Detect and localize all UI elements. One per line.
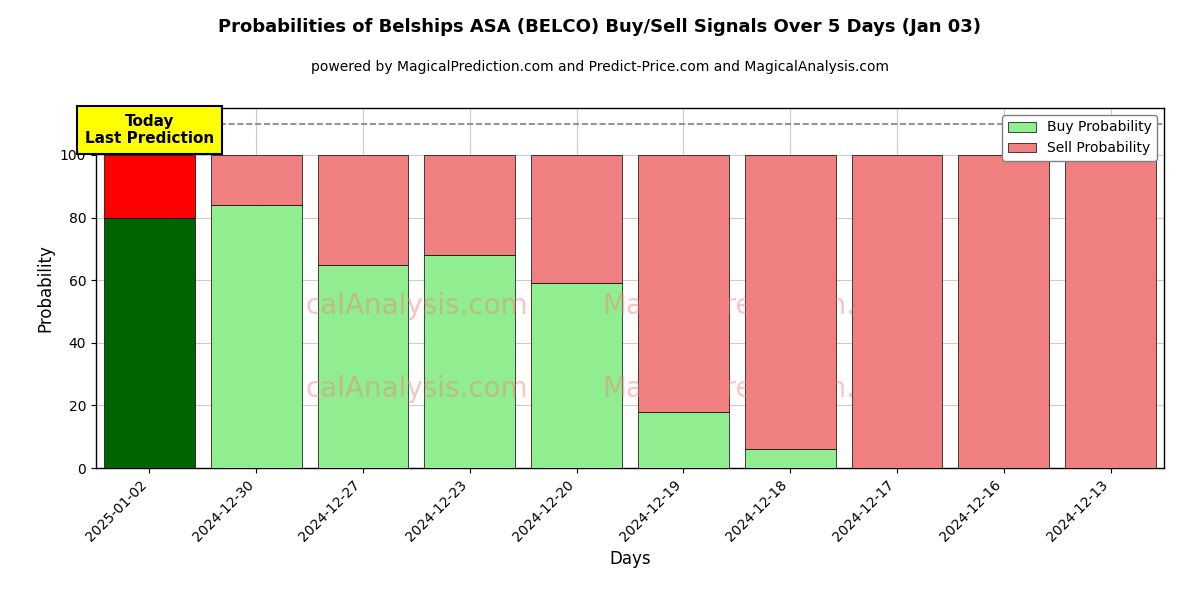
- Bar: [425, 255, 515, 468]
- Bar: [532, 283, 622, 468]
- Bar: [318, 265, 408, 468]
- Text: MagicalPrediction.com: MagicalPrediction.com: [602, 292, 914, 320]
- Y-axis label: Probability: Probability: [36, 244, 54, 332]
- Text: Today
Last Prediction: Today Last Prediction: [85, 114, 214, 146]
- Bar: [425, 155, 515, 255]
- Bar: [638, 155, 728, 412]
- Bar: [318, 155, 408, 265]
- Bar: [211, 205, 301, 468]
- Bar: [1066, 155, 1156, 468]
- Bar: [532, 155, 622, 283]
- Bar: [104, 155, 194, 218]
- Bar: [852, 155, 942, 468]
- Bar: [745, 155, 835, 449]
- Bar: [104, 218, 194, 468]
- Text: calAnalysis.com: calAnalysis.com: [305, 375, 528, 403]
- Text: Probabilities of Belships ASA (BELCO) Buy/Sell Signals Over 5 Days (Jan 03): Probabilities of Belships ASA (BELCO) Bu…: [218, 18, 982, 36]
- Text: powered by MagicalPrediction.com and Predict-Price.com and MagicalAnalysis.com: powered by MagicalPrediction.com and Pre…: [311, 60, 889, 74]
- Bar: [638, 412, 728, 468]
- Text: calAnalysis.com: calAnalysis.com: [305, 292, 528, 320]
- Legend: Buy Probability, Sell Probability: Buy Probability, Sell Probability: [1002, 115, 1157, 161]
- Text: MagicalPrediction.com: MagicalPrediction.com: [602, 375, 914, 403]
- X-axis label: Days: Days: [610, 550, 650, 568]
- Bar: [211, 155, 301, 205]
- Bar: [745, 449, 835, 468]
- Bar: [959, 155, 1049, 468]
